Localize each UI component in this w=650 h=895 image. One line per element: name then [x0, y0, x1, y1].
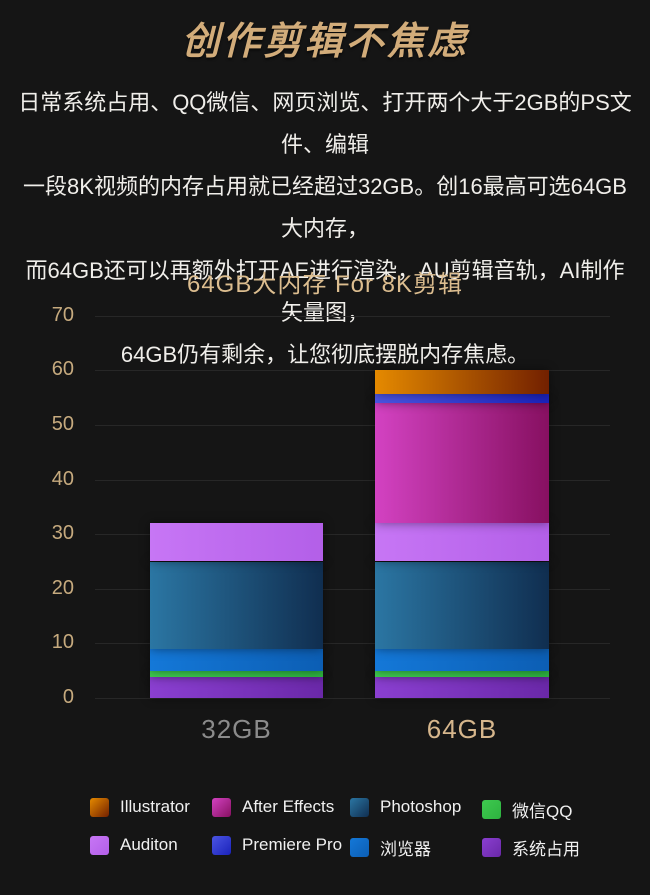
y-tick-0: 0 — [62, 686, 74, 708]
bar-segment-Auditon-64GB — [375, 523, 549, 562]
legend-label-微信QQ: 微信QQ — [512, 802, 573, 821]
y-tick-20: 20 — [51, 576, 74, 599]
bar-segment-浏览器-64GB — [375, 648, 549, 672]
bar-segment-微信QQ-32GB — [150, 671, 323, 678]
legend-label-After Effects: After Effects — [242, 797, 335, 816]
gridline-50 — [95, 425, 610, 426]
intro-line-2: 一段8K视频的内存占用就已经超过32GB。创16最高可选64GB大内存， — [23, 174, 627, 241]
legend-swatch-icon-系统占用 — [482, 838, 501, 857]
bar-segment-浏览器-32GB — [150, 648, 323, 672]
page-title: 创作剪辑不焦虑 — [181, 21, 469, 63]
legend-label-Illustrator: Illustrator — [120, 797, 190, 816]
gridline-40 — [95, 479, 610, 481]
legend-swatch-icon-Illustrator — [90, 797, 109, 817]
intro-line-3: 而64GB还可以再额外打开AE进行渲染，AU剪辑音轨，AI制作矢量图， — [25, 258, 625, 325]
y-tick-50: 50 — [51, 413, 74, 435]
legend-item-Auditon: Auditon — [90, 835, 178, 855]
bar-segment-Illustrator-64GB — [375, 370, 549, 394]
legend-label-浏览器: 浏览器 — [380, 840, 431, 859]
legend-swatch-icon-浏览器 — [350, 838, 369, 857]
gridline-10 — [95, 643, 610, 645]
legend-label-系统占用: 系统占用 — [512, 840, 580, 859]
y-tick-60: 60 — [51, 358, 74, 381]
legend-label-Auditon: Auditon — [120, 835, 178, 854]
bar-segment-Photoshop-32GB — [150, 561, 323, 649]
legend-item-微信QQ: 微信QQ — [482, 797, 572, 822]
intro-paragraph: 日常系统占用、QQ微信、网页浏览、打开两个大于2GB的PS文件、编辑 一段8K视… — [15, 82, 635, 376]
gridline-60 — [95, 370, 610, 372]
gridline-0 — [95, 698, 610, 699]
legend-item-Premiere Pro: Premiere Pro — [212, 835, 342, 855]
intro-line-1: 日常系统占用、QQ微信、网页浏览、打开两个大于2GB的PS文件、编辑 — [18, 90, 632, 157]
legend-item-After Effects: After Effects — [212, 797, 334, 817]
legend-swatch-icon-After Effects — [212, 797, 231, 817]
legend-item-Illustrator: Illustrator — [90, 797, 190, 817]
bar-segment-Photoshop-64GB — [375, 561, 549, 649]
legend-item-系统占用: 系统占用 — [482, 835, 580, 860]
bar-segment-Auditon-32GB — [150, 523, 323, 562]
y-tick-40: 40 — [51, 467, 74, 490]
intro-line-4: 64GB仍有剩余，让您彻底摆脱内存焦虑。 — [120, 342, 530, 367]
legend-item-Photoshop: Photoshop — [350, 797, 461, 817]
bar-segment-Premiere Pro-64GB — [375, 393, 549, 404]
legend-label-Photoshop: Photoshop — [380, 797, 462, 816]
gridline-30 — [95, 534, 610, 536]
bar-segment-系统占用-64GB — [375, 677, 549, 698]
bar-segment-系统占用-32GB — [150, 677, 323, 698]
legend-item-浏览器: 浏览器 — [350, 835, 431, 860]
legend-swatch-icon-微信QQ — [482, 800, 501, 819]
bar-segment-微信QQ-64GB — [375, 671, 549, 678]
y-tick-10: 10 — [51, 631, 74, 654]
gridline-20 — [95, 588, 610, 590]
legend-swatch-icon-Premiere Pro — [212, 835, 231, 855]
bar-segment-After Effects-64GB — [375, 403, 549, 524]
x-category-label-32GB: 32GB — [201, 714, 272, 744]
gridline-70 — [95, 315, 610, 317]
chart-title: 64GB大内存 For 8K剪辑 — [186, 271, 464, 298]
legend-label-Premiere Pro: Premiere Pro — [242, 835, 343, 854]
legend-swatch-icon-Photoshop — [350, 797, 369, 817]
legend-swatch-icon-Auditon — [90, 835, 109, 855]
y-tick-30: 30 — [51, 522, 74, 545]
x-category-label-64GB: 64GB — [426, 714, 498, 744]
y-tick-70: 70 — [51, 303, 74, 326]
